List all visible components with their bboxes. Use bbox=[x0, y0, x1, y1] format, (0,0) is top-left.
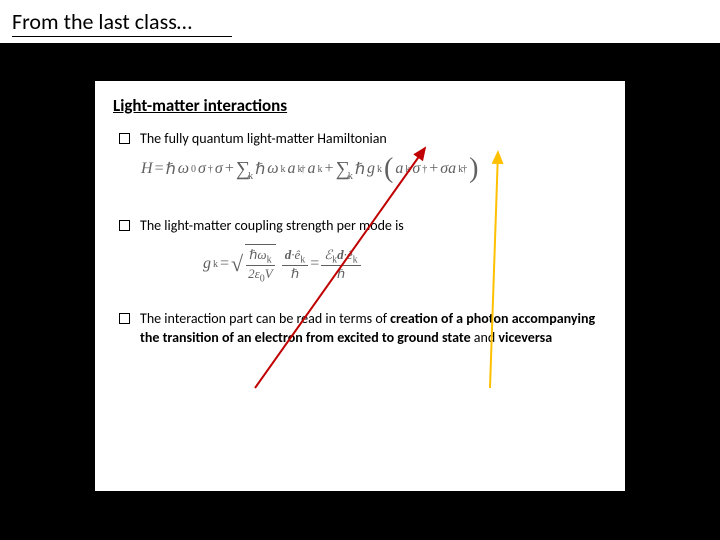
checkbox-icon bbox=[119, 220, 130, 231]
header-strip: From the last class… bbox=[0, 0, 720, 43]
checkbox-icon bbox=[119, 133, 130, 144]
bullet-item: The fully quantum light-matter Hamiltoni… bbox=[113, 130, 607, 149]
bullet-item: The interaction part can be read in term… bbox=[113, 310, 607, 348]
bullet-text: The fully quantum light-matter Hamiltoni… bbox=[140, 130, 387, 149]
formula-coupling: gk = √ ℏωk 2ε0V d·êk ℏ = ℰkd·êk ℏ bbox=[203, 244, 607, 286]
page-title: From the last class… bbox=[12, 8, 232, 37]
bullet-item: The light-matter coupling strength per m… bbox=[113, 217, 607, 236]
checkbox-icon bbox=[119, 313, 130, 324]
bullet-text: The light-matter coupling strength per m… bbox=[140, 217, 404, 236]
bullet-text: The interaction part can be read in term… bbox=[140, 310, 607, 348]
section-title: Light-matter interactions bbox=[113, 95, 607, 116]
content-box: Light-matter interactions The fully quan… bbox=[90, 76, 630, 496]
formula-hamiltonian: H = ℏω0 σ†σ + ∑k ℏωk ak†ak + ∑k ℏgk ( ak… bbox=[141, 157, 607, 199]
